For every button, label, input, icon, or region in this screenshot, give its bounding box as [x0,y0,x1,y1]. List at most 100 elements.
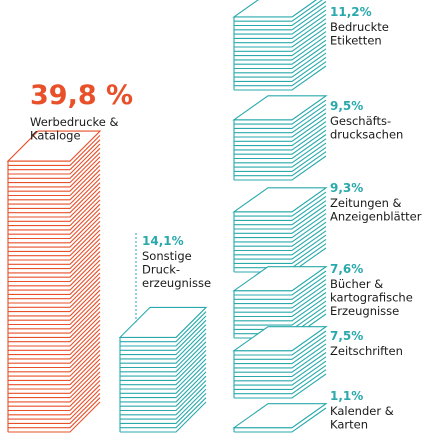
paper-sheet [8,152,101,184]
top-sheet [232,0,317,18]
paper-sheet [8,307,101,338]
paper-sheet [234,103,327,129]
category-name: Druck- [142,263,180,277]
paper-sheet [234,191,327,217]
paper-sheet [120,345,207,377]
paper-sheet [234,270,327,296]
category-label: 9,5%Geschäfts-drucksachen [330,99,403,142]
paper-sheet [8,332,101,364]
category-name: Werbedrucke & [30,115,118,129]
category-name: Bücher & [330,277,383,291]
paper-sheet [8,272,101,304]
paper-sheet [234,334,327,360]
paper-sheet [234,151,327,177]
paper-sheet [234,243,327,269]
paper-sheet [8,311,101,343]
paper-sheet [8,203,101,235]
paper-sheet [8,182,101,214]
paper-sheet [8,367,101,399]
paper-sheet [8,289,101,321]
paper-sheet [8,229,101,261]
paper-stack [232,266,328,339]
value-label: 11,2% [330,5,372,19]
top-sheet [232,266,328,292]
paper-sheet [234,200,327,226]
paper-sheet [234,407,327,433]
paper-sheet [8,337,101,369]
paper-sheet [120,350,207,381]
paper-sheet [234,18,327,44]
paper-sheet [234,0,323,22]
paper-sheet [234,65,327,91]
paper-sheet [120,384,207,416]
paper-sheet [234,26,327,52]
paper-sheet [234,44,327,70]
paper-sheet [8,216,101,248]
paper-sheet [8,264,101,295]
paper-stack [232,187,328,273]
paper-sheet [234,213,327,239]
paper-sheet [234,287,327,313]
category-label: 9,3%Zeitungen &Anzeigenblätter [330,181,422,224]
paper-sheet [8,362,101,394]
paper-stack [232,0,327,91]
paper-sheet [8,165,101,197]
paper-sheet [120,397,207,429]
paper-sheet [120,375,207,407]
paper-sheet [234,217,327,243]
paper-sheet [120,388,207,420]
paper-sheet [234,221,327,247]
paper-sheet [234,48,327,74]
paper-sheet [234,339,327,365]
paper-sheet [8,380,101,412]
paper-sheet [234,304,327,330]
paper-sheet [234,369,327,395]
paper-sheet [8,294,101,326]
paper-sheet [120,354,207,386]
paper-sheet [8,246,101,278]
paper-sheet [8,251,101,283]
value-label: 14,1% [142,234,184,248]
paper-sheet [120,328,207,360]
category-name: drucksachen [330,128,403,142]
top-sheet [232,403,328,429]
paper-sheet [8,233,101,265]
paper-sheet [8,341,101,373]
paper-sheet [8,302,101,334]
paper-sheet [234,134,327,160]
paper-sheet [234,35,327,61]
paper-sheet [120,401,207,433]
paper-sheet [234,39,327,65]
paper-sheet [8,268,101,300]
paper-sheet [8,147,101,179]
paper-sheet [234,300,327,326]
paper-sheet [8,156,101,188]
paper-sheet [234,373,327,399]
paper-sheet [8,281,101,313]
paper-sheet [234,234,327,260]
paper-sheet [120,337,207,369]
paper-sheet [8,319,101,351]
paper-sheet [8,324,101,356]
paper-sheet [8,135,101,166]
paper-sheet [8,354,101,386]
paper-sheet [8,199,101,231]
paper-sheet [234,31,327,57]
paper-sheet [8,143,101,175]
paper-sheet [8,298,101,330]
paper-sheet [234,13,327,39]
paper-sheet [8,401,101,433]
paper-sheet [8,190,101,222]
paper-sheet [8,345,101,377]
top-sheet [118,306,208,338]
value-label: 7,6% [330,262,363,276]
paper-sheet [120,358,207,390]
category-label: 1,1%Kalender &Karten [330,389,394,432]
paper-sheet [234,195,327,221]
category-name: Sonstige [142,249,192,263]
paper-stack [232,326,328,399]
paper-sheet [8,255,101,287]
paper-sheet [8,178,101,209]
paper-sheet [120,371,207,403]
